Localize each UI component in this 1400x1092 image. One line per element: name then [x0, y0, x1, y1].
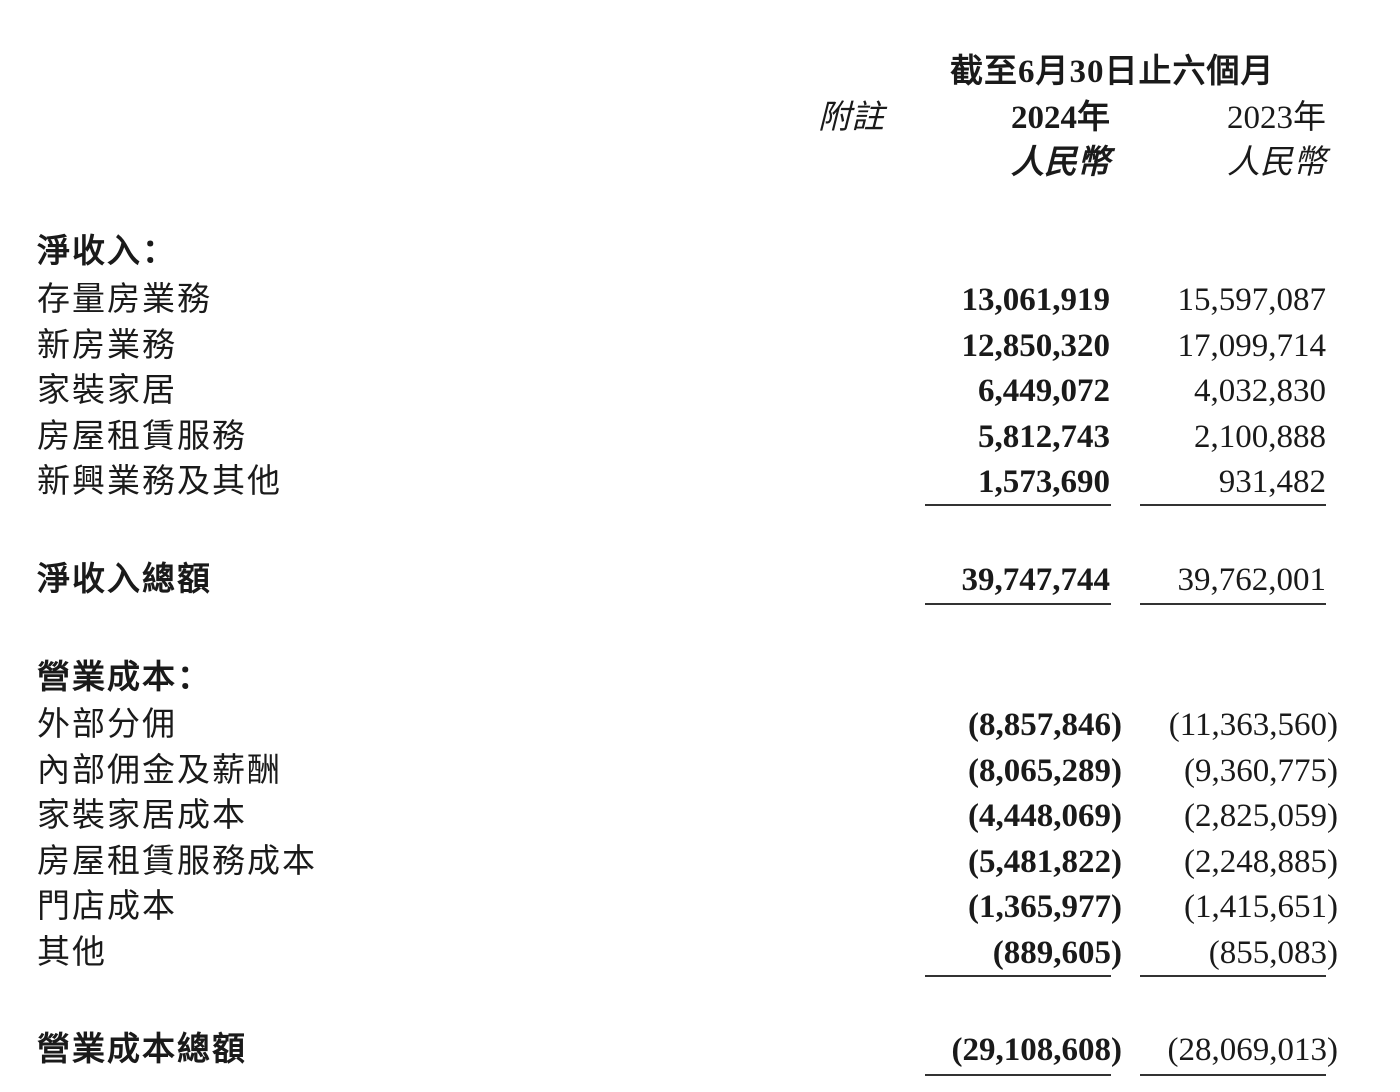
revenue-row-2023-value: 4,032,830	[1194, 373, 1326, 409]
cost-row-2023-value: (855,083)	[1208, 934, 1338, 971]
year-2023-heading: 2023年	[1227, 100, 1326, 136]
cost-row-2024-value: (4,448,069)	[968, 798, 1122, 834]
cost-row-2023-value: (2,825,059)	[1184, 798, 1338, 834]
period-heading: 截至6月30日止六個月	[950, 54, 1275, 90]
revenue-row-2024-value: 13,061,919	[961, 282, 1111, 318]
cost-row-2024-value: (8,857,846)	[968, 707, 1122, 743]
revenue-row-label: 新興業務及其他	[37, 464, 282, 500]
subtotal-rule-2024	[925, 504, 1111, 506]
cost-row-label: 房屋租賃服務成本	[37, 843, 317, 880]
net-revenue-total-2023-value: 39,762,001	[1177, 562, 1327, 598]
cost-row-label: 內部佣金及薪酬	[37, 752, 282, 789]
currency-2023: 人民幣	[1227, 145, 1326, 181]
revenue-row-label: 存量房業務	[37, 282, 212, 318]
cost-subtotal-rule-2023	[1140, 975, 1326, 977]
net-revenue-total-label: 淨收入總額	[37, 562, 212, 598]
subtotal-rule-2023	[1140, 504, 1326, 506]
cost-of-revenue-total-2023-value: (28,069,013)	[1167, 1032, 1338, 1068]
cost-row-label: 家裝家居成本	[37, 798, 247, 834]
revenue-row-2024-value: 6,449,072	[978, 373, 1110, 409]
cost-row-label: 門店成本	[37, 889, 177, 925]
cost-total-rule-2024	[925, 1074, 1111, 1076]
net-revenue-heading: 淨收入：	[37, 234, 177, 270]
revenue-row-2023-value: 17,099,714	[1177, 327, 1327, 364]
revenue-row-label: 家裝家居	[37, 373, 177, 409]
revenue-row-2023-value: 15,597,087	[1177, 282, 1327, 318]
cost-row-label: 外部分佣	[37, 707, 177, 743]
revenue-row-2024-value: 5,812,743	[978, 418, 1110, 455]
revenue-row-2023-value: 931,482	[1218, 464, 1326, 500]
cost-row-label: 其他	[37, 934, 107, 971]
note-column-heading: 附註	[818, 100, 884, 136]
cost-row-2024-value: (8,065,289)	[968, 752, 1122, 789]
cost-of-revenue-total-2024-value: (29,108,608)	[951, 1032, 1122, 1068]
cost-row-2023-value: (11,363,560)	[1168, 707, 1338, 743]
revenue-row-label: 新房業務	[37, 327, 177, 364]
cost-row-2023-value: (9,360,775)	[1184, 752, 1338, 789]
revenue-row-label: 房屋租賃服務	[37, 418, 247, 455]
cost-of-revenue-heading: 營業成本：	[37, 660, 212, 696]
cost-total-rule-2023	[1140, 1074, 1326, 1076]
cost-row-2024-value: (5,481,822)	[968, 843, 1122, 880]
cost-row-2024-value: (1,365,977)	[968, 889, 1122, 925]
currency-2024: 人民幣	[1011, 145, 1110, 181]
cost-row-2023-value: (1,415,651)	[1184, 889, 1338, 925]
cost-row-2023-value: (2,248,885)	[1184, 843, 1338, 880]
cost-subtotal-rule-2024	[925, 975, 1111, 977]
revenue-row-2024-value: 1,573,690	[978, 464, 1110, 500]
revenue-row-2024-value: 12,850,320	[961, 327, 1111, 364]
revenue-row-2023-value: 2,100,888	[1194, 418, 1326, 455]
total-rule-2024	[925, 603, 1111, 605]
net-revenue-total-2024-value: 39,747,744	[961, 562, 1111, 598]
cost-of-revenue-total-label: 營業成本總額	[37, 1032, 247, 1068]
year-2024-heading: 2024年	[1011, 100, 1110, 136]
total-rule-2023	[1140, 603, 1326, 605]
cost-row-2024-value: (889,605)	[992, 934, 1122, 971]
